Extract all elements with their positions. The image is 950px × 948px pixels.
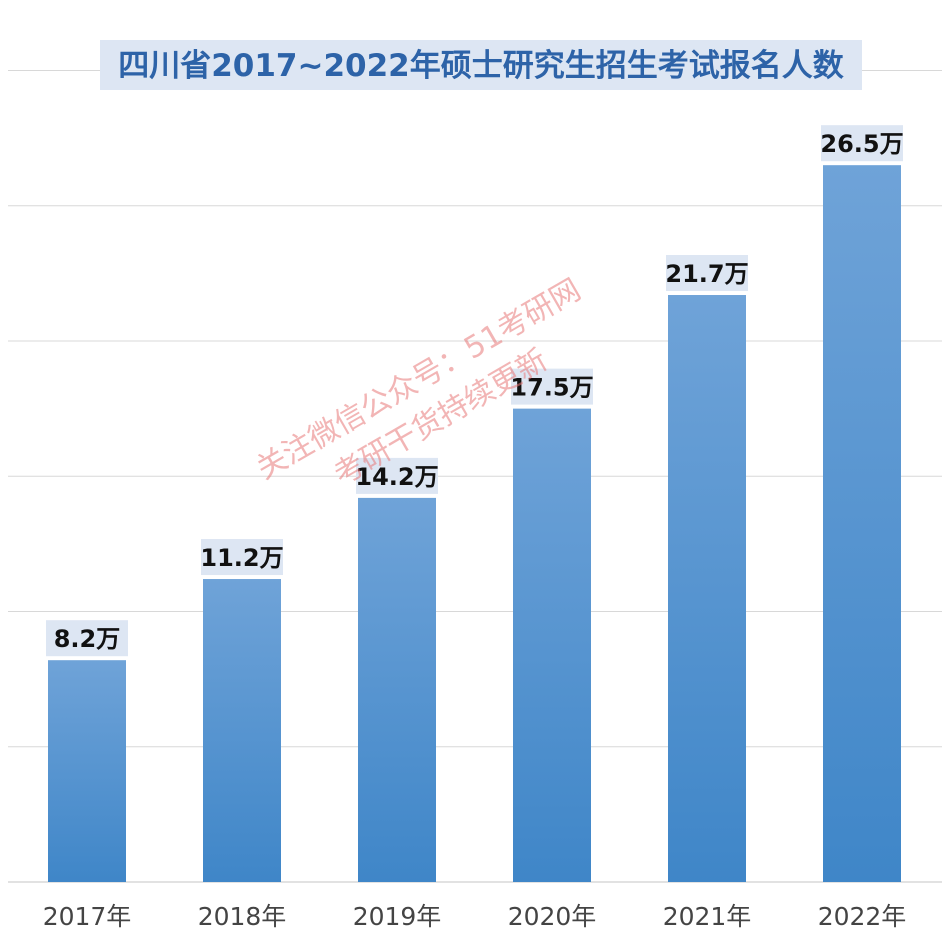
data-labels: 8.2万 11.2万 14.2万 17.5万 21.7万 26.5万 <box>46 125 904 657</box>
data-label-background <box>511 368 593 405</box>
data-label-background <box>46 620 128 657</box>
data-label: 11.2万 <box>200 544 283 572</box>
data-label: 8.2万 <box>54 625 121 653</box>
data-label-background <box>356 457 438 494</box>
data-label-background <box>666 255 748 292</box>
data-label-background <box>201 539 283 576</box>
bars <box>48 165 901 883</box>
x-tick-label: 2020年 <box>508 902 597 931</box>
gridlines <box>8 70 942 883</box>
bar-2020年 <box>513 408 591 882</box>
bar-2021年 <box>668 295 746 882</box>
data-label: 26.5万 <box>820 130 903 158</box>
chart-title-group: 四川省2017~2022年硕士研究生招生考试报名人数 <box>100 40 862 90</box>
bar-2018年 <box>203 579 281 882</box>
x-tick-label: 2021年 <box>663 902 752 931</box>
x-axis-tick-labels: 2017年 2018年 2019年 2020年 2021年 2022年 <box>43 902 907 931</box>
bar-2022年 <box>823 165 901 883</box>
bar-2017年 <box>48 660 126 882</box>
x-tick-label: 2017年 <box>43 902 132 931</box>
data-label: 17.5万 <box>510 374 593 402</box>
data-label: 21.7万 <box>665 260 748 288</box>
x-tick-label: 2018年 <box>198 902 287 931</box>
bar-2019年 <box>358 497 436 882</box>
chart-title: 四川省2017~2022年硕士研究生招生考试报名人数 <box>118 48 844 84</box>
data-label: 14.2万 <box>355 463 438 491</box>
data-label-background <box>821 125 903 162</box>
x-tick-label: 2019年 <box>353 902 442 931</box>
x-tick-label: 2022年 <box>818 902 907 931</box>
chart-title-background <box>100 40 862 90</box>
